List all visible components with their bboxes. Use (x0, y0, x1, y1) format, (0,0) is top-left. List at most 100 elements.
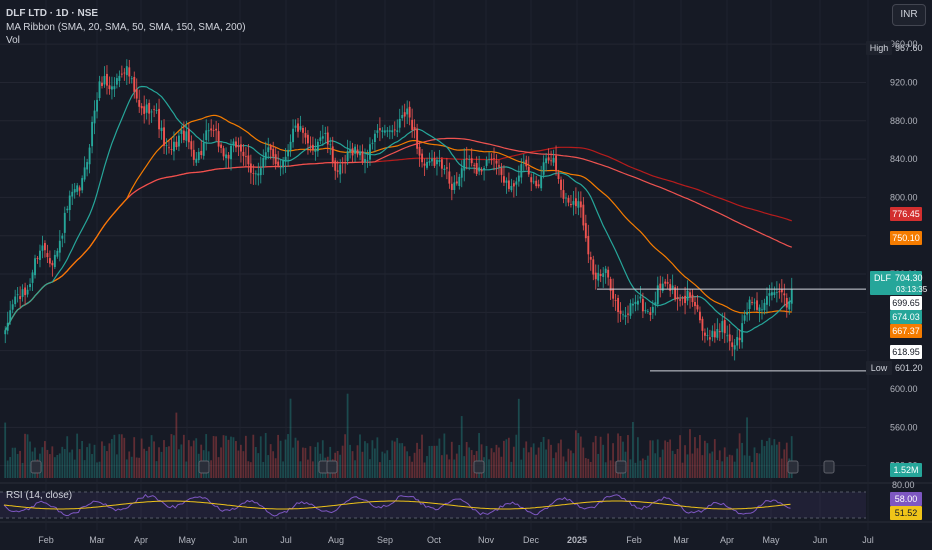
volume-bar (532, 443, 535, 478)
candle-body (344, 162, 347, 163)
candle-body (24, 287, 27, 296)
x-tick-label: Mar (89, 535, 105, 545)
volume-bar (443, 433, 446, 478)
volume-bar (592, 442, 595, 478)
candle-body (351, 148, 354, 156)
rsi-label[interactable]: RSI (14, close) (6, 490, 73, 501)
candle-body (517, 175, 520, 182)
volume-tag: 1.52M (890, 463, 922, 477)
volume-bar (163, 440, 165, 478)
volume-bar (321, 440, 324, 478)
candle-body (413, 127, 416, 131)
candle-body (113, 86, 116, 90)
candle-body (565, 197, 567, 199)
volume-bar (582, 447, 585, 478)
candle-body (366, 159, 369, 161)
candle-body (674, 287, 677, 300)
volume-bar (165, 446, 168, 478)
volume-bar (341, 445, 344, 478)
indicator-label[interactable]: MA Ribbon (SMA, 20, SMA, 50, SMA, 150, S… (6, 22, 246, 33)
volume-bar (438, 438, 441, 478)
volume-bar (354, 460, 356, 478)
candle-body (567, 197, 570, 203)
rsi-ma-tag: 51.52 (890, 506, 922, 520)
candle-body (681, 297, 684, 299)
candle-body (426, 161, 428, 168)
volume-bar (304, 447, 307, 478)
candle-body (58, 240, 61, 253)
candle-body (512, 183, 515, 187)
candle-body (354, 146, 357, 154)
high-label: High (866, 41, 892, 55)
candle-body (170, 149, 173, 150)
candle-body (76, 185, 79, 192)
candle-body (686, 290, 689, 301)
volume-bar (257, 453, 260, 478)
x-tick-label: Feb (38, 535, 54, 545)
volume-bar (359, 434, 361, 478)
candle-body (751, 302, 754, 303)
candle-body (120, 73, 123, 75)
earnings-icon (198, 460, 210, 474)
volume-bar (230, 436, 232, 478)
volume-bar (262, 461, 265, 478)
volume-bar (235, 441, 237, 478)
candle-body (540, 176, 543, 189)
candle-body (721, 321, 724, 333)
y-axis: 960.00920.00880.00840.00800.00760.00720.… (866, 39, 928, 520)
volume-bar (182, 434, 185, 478)
candle-body (403, 112, 406, 117)
candle-body (284, 156, 287, 162)
volume-bar (599, 436, 602, 478)
earnings-icon (615, 460, 627, 474)
volume-bar (383, 453, 386, 478)
currency-button[interactable]: INR (892, 4, 926, 26)
price-level-tag-text: 667.37 (892, 326, 920, 336)
x-tick-label: Apr (720, 535, 734, 545)
candle-body (329, 144, 332, 146)
volume-bar (445, 454, 448, 478)
candle-body (537, 184, 540, 187)
candle-body (706, 335, 709, 336)
volume-bar (212, 436, 215, 478)
volume-bar (785, 442, 788, 478)
volume-bar (510, 461, 513, 478)
last-price-tag: DLF 704.30 03:13:35 (870, 271, 928, 295)
candle-body (510, 185, 513, 191)
volume-bar (525, 441, 528, 478)
candle-body (545, 158, 548, 164)
volume-bar (632, 422, 634, 478)
volume-bar (495, 444, 498, 478)
candle-body (16, 294, 19, 296)
candle-body (118, 75, 121, 81)
candle-body (346, 151, 349, 162)
volume-bar (68, 452, 71, 478)
candle-body (93, 110, 96, 124)
candle-body (431, 158, 433, 162)
volume-bar (150, 435, 153, 478)
volume-bar (26, 434, 29, 478)
x-tick-label: Jul (280, 535, 292, 545)
volume-bar (659, 457, 662, 478)
candle-body (770, 292, 773, 296)
volume-bar (225, 435, 227, 478)
candle-body (145, 104, 148, 113)
volume-bar (694, 437, 696, 478)
volume-bar (567, 448, 570, 478)
x-tick-label: Nov (478, 535, 495, 545)
candle-body (666, 282, 669, 284)
candle-body (547, 157, 550, 161)
volume-bar (373, 448, 376, 478)
candle-body (252, 173, 255, 175)
rsi-value-tag-text: 58.00 (895, 494, 918, 504)
volume-label[interactable]: Vol (6, 35, 20, 46)
candle-body (215, 128, 218, 131)
candle-body (314, 148, 317, 152)
candle-body (190, 141, 193, 150)
volume-bar (733, 461, 736, 478)
volume-bar (344, 434, 346, 478)
candle-body (73, 189, 76, 193)
candle-body (594, 272, 597, 280)
